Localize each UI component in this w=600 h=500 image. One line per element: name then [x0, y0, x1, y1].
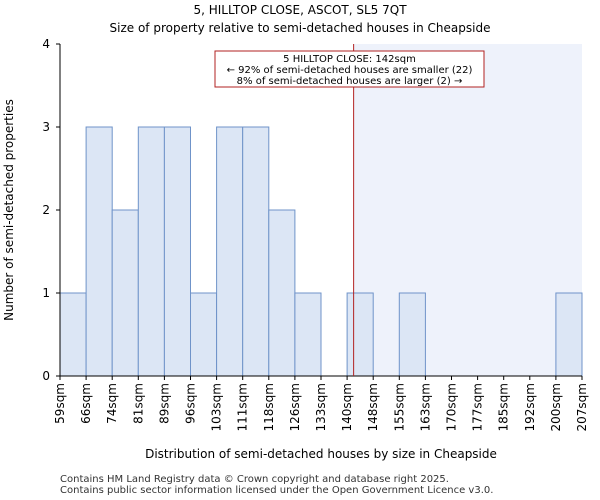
y-tick-label-0: 0: [42, 369, 50, 383]
annotation-line-2: ← 92% of semi-detached houses are smalle…: [227, 65, 473, 76]
x-tick-label-192sqm: 192sqm: [523, 383, 537, 431]
footer-licence: Contains public sector information licen…: [60, 485, 494, 496]
y-tick-label-1: 1: [42, 286, 50, 300]
chart-title: 5, HILLTOP CLOSE, ASCOT, SL5 7QT: [193, 3, 407, 17]
x-tick-label-163sqm: 163sqm: [418, 383, 432, 431]
bar-200sqm: [555, 292, 583, 377]
chart-subtitle: Size of property relative to semi-detach…: [109, 21, 491, 35]
y-tick-label-3: 3: [42, 120, 50, 134]
x-tick-label-103sqm: 103sqm: [210, 383, 224, 431]
x-tick-label-66sqm: 66sqm: [79, 383, 93, 424]
bar-140sqm: [346, 292, 374, 377]
x-tick-label-118sqm: 118sqm: [262, 383, 276, 431]
x-tick-label-81sqm: 81sqm: [131, 383, 145, 424]
x-tick-label-59sqm: 59sqm: [53, 383, 67, 424]
x-tick-label-89sqm: 89sqm: [157, 383, 171, 424]
bar-74sqm: [111, 209, 139, 377]
bar-118sqm: [268, 209, 296, 377]
annotation-box: [214, 50, 485, 88]
bar-103sqm: [216, 126, 244, 377]
x-tick-label-74sqm: 74sqm: [105, 383, 119, 424]
x-tick-label-170sqm: 170sqm: [445, 383, 459, 431]
x-tick-label-133sqm: 133sqm: [314, 383, 328, 431]
bar-89sqm: [163, 126, 191, 377]
bar-59sqm: [59, 292, 87, 377]
x-tick-label-207sqm: 207sqm: [575, 383, 589, 431]
bar-81sqm: [137, 126, 165, 377]
x-tick-label-140sqm: 140sqm: [340, 383, 354, 431]
x-tick-label-126sqm: 126sqm: [288, 383, 302, 431]
x-tick-label-111sqm: 111sqm: [236, 383, 250, 431]
bar-96sqm: [190, 292, 218, 377]
annotation-line-3: 8% of semi-detached houses are larger (2…: [237, 76, 463, 87]
footer-copyright: Contains HM Land Registry data © Crown c…: [60, 474, 449, 485]
bar-111sqm: [242, 126, 270, 377]
x-axis-label: Distribution of semi-detached houses by …: [145, 447, 497, 461]
x-tick-label-155sqm: 155sqm: [392, 383, 406, 431]
bar-66sqm: [85, 126, 113, 377]
larger-region-shade: [353, 44, 582, 376]
x-tick-label-177sqm: 177sqm: [471, 383, 485, 431]
annotation-line-1: 5 HILLTOP CLOSE: 142sqm: [283, 54, 416, 65]
y-tick-label-4: 4: [42, 37, 50, 51]
bar-155sqm: [398, 292, 426, 377]
x-tick-label-185sqm: 185sqm: [497, 383, 511, 431]
x-tick-label-200sqm: 200sqm: [549, 383, 563, 431]
x-tick-label-148sqm: 148sqm: [366, 383, 380, 431]
y-tick-label-2: 2: [42, 203, 50, 217]
bar-126sqm: [294, 292, 322, 377]
y-axis-label: Number of semi-detached properties: [2, 99, 16, 321]
x-tick-label-96sqm: 96sqm: [184, 383, 198, 424]
